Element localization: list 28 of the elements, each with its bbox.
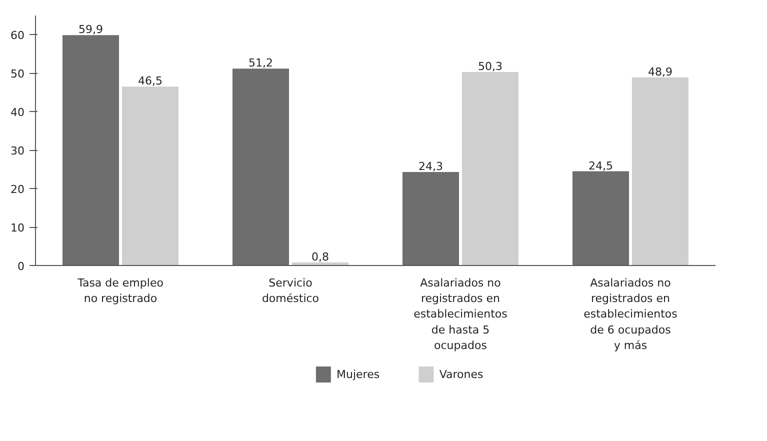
data-label: 46,5 <box>138 74 163 88</box>
data-label: 50,3 <box>478 60 503 74</box>
y-tick-label: 50 <box>10 68 25 81</box>
y-tick-label: 10 <box>10 222 25 235</box>
bar <box>402 172 460 266</box>
y-tick-label: 40 <box>10 106 25 120</box>
bar <box>572 171 630 266</box>
data-label: 51,2 <box>248 56 274 70</box>
x-tick-label: Tasa de empleo no registrado <box>76 276 164 306</box>
bar <box>462 72 519 266</box>
x-tick-label: Asalariados no registrados en establecimientos de hasta 5 ocupados <box>414 276 508 352</box>
bar <box>632 77 689 266</box>
legend-label: Varones <box>439 368 484 381</box>
data-label: 48,9 <box>648 65 673 78</box>
x-tick-label: Asalariados no registrados en establecimientos de 6 ocupados y más <box>584 276 678 352</box>
bar <box>62 35 120 266</box>
y-tick-label: 20 <box>10 183 25 196</box>
bar <box>232 68 290 266</box>
data-label: 0,8 <box>312 250 330 264</box>
y-tick-label: 60 <box>10 29 25 42</box>
y-tick-label: 30 <box>10 144 25 158</box>
legend-label: Mujeres <box>336 368 380 381</box>
data-label: 59,9 <box>78 23 104 36</box>
y-tick-label: 0 <box>18 260 24 273</box>
x-tick-label: Servicio doméstico <box>262 276 320 306</box>
data-label: 24,3 <box>418 160 444 174</box>
bar <box>122 86 179 266</box>
data-label: 24,5 <box>588 159 614 172</box>
